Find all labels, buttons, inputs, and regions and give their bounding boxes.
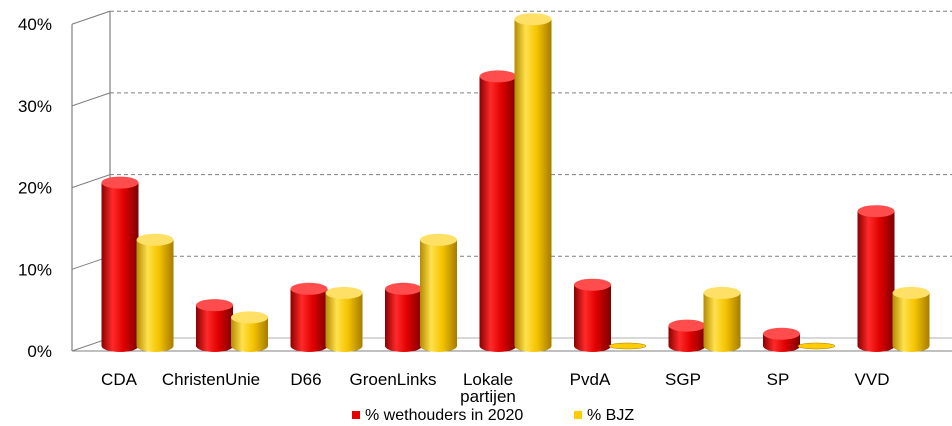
x-tick-label: SP <box>767 370 790 389</box>
bar <box>231 311 268 352</box>
y-tick-label: 10% <box>18 260 52 279</box>
x-tick-label: CDA <box>101 370 138 389</box>
legend-label: % BJZ <box>587 407 634 424</box>
bar <box>857 205 895 352</box>
bar <box>325 286 363 352</box>
y-tick-label: 20% <box>18 179 52 198</box>
bar <box>479 70 517 352</box>
gridline-side <box>71 10 111 25</box>
gridline-side <box>71 92 111 107</box>
bar-series <box>101 13 930 352</box>
x-tick-label: Lokale <box>463 370 513 389</box>
x-tick-label: VVD <box>855 370 890 389</box>
y-axis-tick-labels: 0% 10% 20% 30% 40% <box>18 15 52 361</box>
bar <box>608 342 647 350</box>
y-tick-label: 40% <box>18 15 52 34</box>
bar <box>514 13 552 352</box>
y-tick-label: 30% <box>18 97 52 116</box>
gridline-side <box>71 174 111 189</box>
x-tick-label: ChristenUnie <box>162 370 260 389</box>
legend-swatch <box>352 411 360 419</box>
bar <box>797 342 836 350</box>
legend-label: % wethouders in 2020 <box>365 407 523 424</box>
x-tick-label: partijen <box>460 387 516 406</box>
x-tick-label: D66 <box>290 370 321 389</box>
legend-swatch <box>574 411 582 419</box>
x-tick-label: PvdA <box>570 370 611 389</box>
bar <box>668 319 706 352</box>
x-tick-label: GroenLinks <box>350 370 437 389</box>
bar <box>763 327 800 352</box>
bar <box>420 233 457 352</box>
x-tick-label: SGP <box>665 370 701 389</box>
bar <box>703 286 741 352</box>
bar <box>574 278 611 352</box>
legend: % wethouders in 2020 % BJZ <box>352 407 634 424</box>
bar <box>892 286 930 352</box>
bar <box>290 282 328 352</box>
bar <box>385 282 422 352</box>
bar <box>136 233 174 352</box>
bar <box>101 176 139 352</box>
y-tick-label: 0% <box>27 342 52 361</box>
x-axis-tick-labels: CDA ChristenUnie D66 GroenLinks Lokalepartij… <box>101 370 889 406</box>
bar <box>196 299 233 352</box>
